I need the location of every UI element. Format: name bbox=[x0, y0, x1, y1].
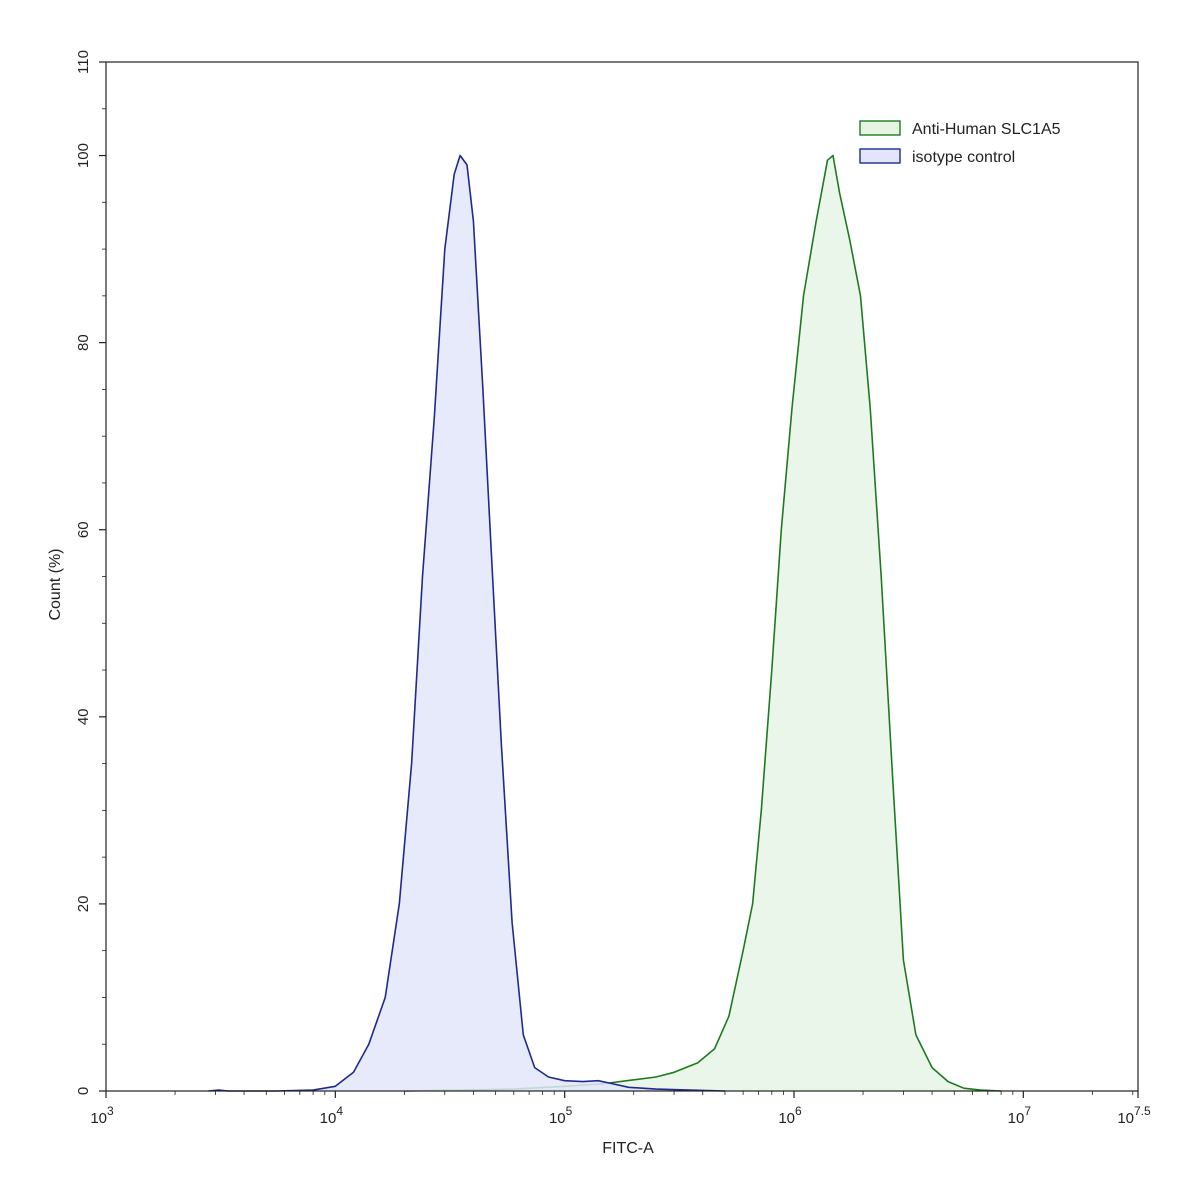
y-tick-label: 60 bbox=[75, 521, 92, 538]
x-tick-label: 107.5 bbox=[1117, 1104, 1151, 1127]
x-tick-label: 106 bbox=[778, 1104, 802, 1127]
series-line-1 bbox=[208, 154, 726, 1092]
legend-swatch bbox=[859, 148, 901, 164]
series-area-1 bbox=[208, 155, 725, 1091]
y-axis-label: Count (%) bbox=[47, 548, 64, 620]
x-tick-label: 104 bbox=[320, 1104, 344, 1127]
x-tick-label: 105 bbox=[549, 1104, 573, 1127]
x-tick-label: 107 bbox=[1008, 1104, 1032, 1127]
y-tick-label: 0 bbox=[75, 1087, 92, 1095]
series-layer bbox=[208, 154, 1002, 1092]
y-tick-label: 80 bbox=[75, 334, 92, 351]
legend-label: isotype control bbox=[912, 149, 1015, 166]
x-axis-label: FITC-A bbox=[602, 1140, 654, 1157]
y-tick-label: 40 bbox=[75, 708, 92, 725]
y-axis-ticks: 0 20 40 60 80 100 110 bbox=[75, 50, 106, 1095]
x-tick-label: 103 bbox=[90, 1104, 114, 1127]
legend-swatch bbox=[859, 120, 901, 136]
series-area-0 bbox=[404, 155, 1002, 1091]
y-tick-label: 20 bbox=[75, 896, 92, 913]
x-axis-ticks: 103 104 105 106 107 107.5 bbox=[90, 1091, 1151, 1127]
legend: Anti-Human SLC1A5 isotype control bbox=[859, 120, 1061, 166]
legend-label: Anti-Human SLC1A5 bbox=[912, 121, 1061, 138]
y-tick-label: 100 bbox=[75, 143, 92, 168]
y-tick-label: 110 bbox=[75, 50, 92, 74]
series-line-0 bbox=[404, 154, 1002, 1092]
